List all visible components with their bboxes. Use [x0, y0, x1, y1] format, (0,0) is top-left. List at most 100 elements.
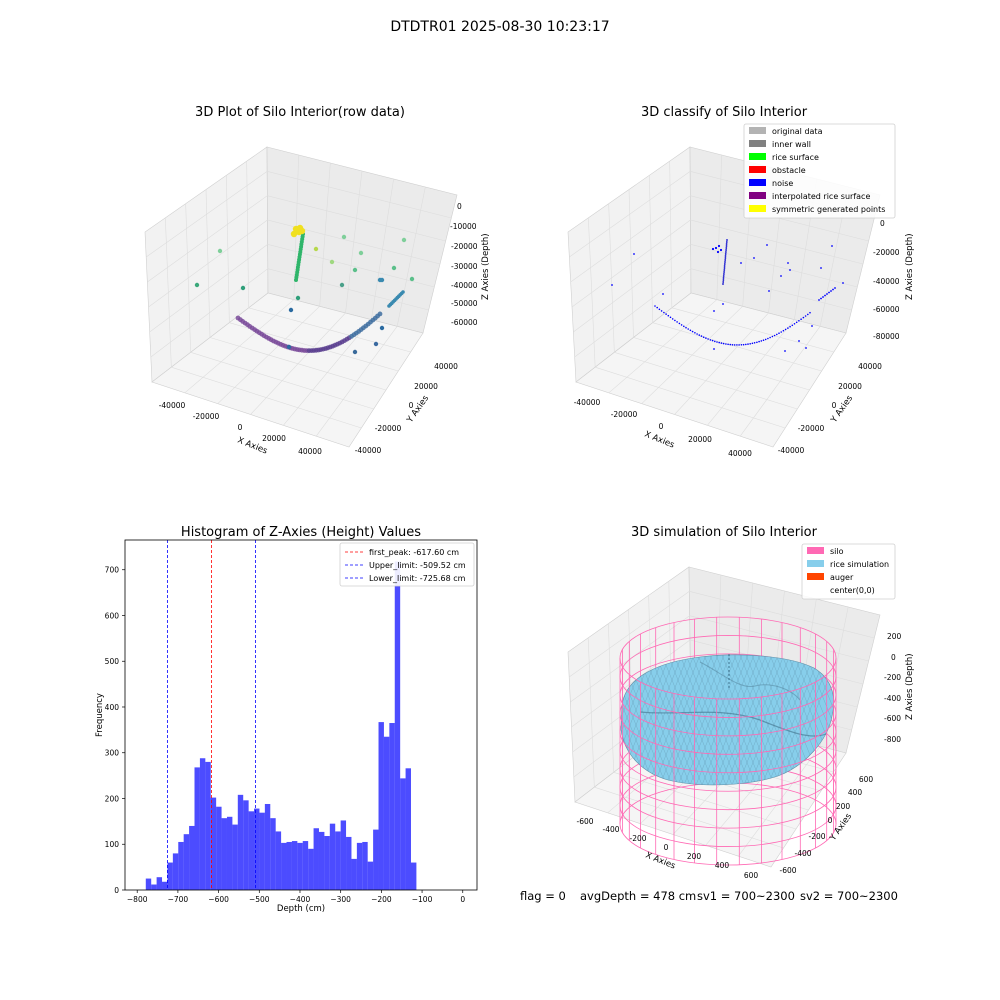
mesh-line — [659, 654, 721, 785]
histogram-bar — [313, 828, 319, 890]
noise-point — [722, 303, 724, 305]
mesh-line — [510, 650, 570, 800]
noise-point — [724, 261, 726, 263]
noise-point — [798, 340, 800, 342]
data-point — [391, 265, 397, 271]
noise-point — [762, 339, 765, 342]
status-sv1: sv1 = 700~2300 — [697, 889, 795, 903]
data-point — [286, 344, 292, 350]
silo-ring — [619, 616, 837, 659]
pane-gridline — [570, 615, 869, 703]
legend-label: original data — [772, 127, 823, 136]
histogram-x-axis-label: Depth (cm) — [277, 904, 325, 914]
histogram-bar — [183, 834, 190, 890]
histogram-bar — [243, 800, 249, 890]
mesh-line — [725, 654, 787, 785]
histogram-bar — [297, 842, 303, 890]
noise-point — [805, 347, 807, 349]
histogram-bar — [400, 778, 406, 890]
noise-point — [713, 310, 715, 312]
histogram-bar — [410, 862, 417, 890]
simulation-x-tick: -600 — [576, 817, 593, 826]
silo-ring — [619, 635, 837, 677]
silo-ring — [619, 694, 837, 737]
histogram-bar — [291, 841, 298, 890]
noise-point — [773, 334, 776, 337]
noise-point — [780, 275, 782, 277]
histogram-legend: first_peak: -617.60 cm Upper_limit: -509.… — [339, 542, 475, 587]
noise-point — [802, 316, 805, 319]
noise-point — [731, 344, 734, 346]
mesh-line — [498, 650, 558, 800]
classify-y-tick: 0 — [832, 401, 837, 410]
silo-ring — [619, 787, 837, 829]
mesh-line — [803, 654, 834, 785]
simulation-z-axis-label: Z Axies (Depth) — [905, 653, 915, 720]
data-point — [329, 259, 335, 265]
mesh-line — [480, 650, 540, 800]
legend-label: Lower_limit: -725.68 cm — [369, 574, 466, 583]
simulation-z-tick: -400 — [884, 694, 901, 703]
histogram-bar — [178, 841, 184, 890]
noise-point — [791, 324, 794, 327]
histogram-bar — [275, 831, 282, 890]
mesh-line — [480, 650, 540, 800]
noise-point — [667, 314, 670, 317]
y-tick-label: 300 — [105, 749, 120, 758]
raw-x-tick: 20000 — [262, 434, 286, 443]
data-point — [290, 230, 298, 238]
noise-point — [725, 249, 727, 251]
noise-point — [723, 273, 725, 275]
classify-z-tick: -40000 — [873, 277, 900, 286]
mesh-line — [689, 654, 751, 785]
histogram-bar — [270, 818, 276, 890]
noise-point — [778, 332, 780, 335]
noise-point — [723, 271, 725, 273]
raw-x-tick: -20000 — [193, 412, 220, 421]
noise-point — [723, 263, 726, 265]
noise-point — [718, 341, 720, 344]
raw-y-tick: -40000 — [355, 446, 382, 455]
mesh-line — [510, 650, 570, 800]
noise-point — [700, 335, 703, 337]
pane-gridline — [147, 195, 446, 283]
pane-gridline — [738, 746, 821, 857]
noise-point — [633, 253, 635, 255]
noise-point — [722, 275, 725, 277]
classify-x-tick: -20000 — [611, 410, 638, 419]
y-tick-label: 100 — [105, 840, 120, 849]
noise-point — [820, 297, 822, 300]
histogram-bar — [373, 829, 379, 890]
histogram-bar — [405, 768, 411, 890]
noise-point — [702, 336, 705, 339]
data-point — [409, 276, 415, 282]
y-tick-label: 500 — [105, 657, 120, 666]
noise-point — [831, 245, 833, 247]
raw-z-tick: -10000 — [450, 222, 477, 231]
noise-point — [654, 305, 656, 307]
histogram-bar — [264, 803, 271, 890]
mesh-line — [486, 650, 546, 800]
noise-point — [787, 262, 789, 264]
noise-point — [713, 348, 715, 350]
noise-point — [658, 308, 661, 311]
histogram-bar — [162, 881, 168, 890]
simulation-x-tick: 0 — [664, 843, 669, 852]
silo-ring — [619, 657, 837, 700]
noise-point — [753, 257, 755, 259]
noise-point — [689, 329, 692, 332]
mesh-line — [809, 654, 834, 785]
legend-label: center(0,0) — [830, 586, 875, 595]
noise-point — [740, 262, 742, 264]
histogram-bar — [259, 812, 265, 890]
raw-y-tick: -20000 — [375, 424, 402, 433]
noise-point — [723, 267, 726, 269]
histogram-bar — [340, 820, 347, 890]
data-point — [341, 234, 347, 240]
status-sv2: sv2 = 700~2300 — [800, 889, 898, 903]
data-point — [401, 237, 407, 243]
noise-point — [717, 244, 721, 248]
mesh-line — [653, 654, 715, 785]
histogram-bar — [254, 808, 260, 890]
noise-point — [720, 342, 723, 344]
